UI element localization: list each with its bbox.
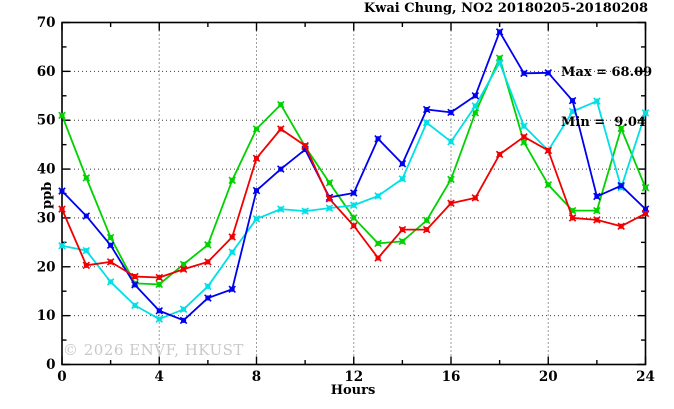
max-min-legend: Max = 68.09 Min = 9.04 — [561, 32, 652, 164]
x-tick-label: 20 — [539, 369, 558, 385]
max-value-label: Max = 68.09 — [561, 65, 653, 80]
chart-title: Kwai Chung, NO2 20180205-20180208 — [363, 1, 648, 16]
min-value-label: Min = 9.04 — [561, 114, 646, 130]
x-tick-label: 4 — [155, 369, 164, 385]
watermark: © 2026 ENVF, HKUST — [63, 341, 244, 359]
cyan-series-markers — [58, 58, 650, 323]
x-tick-label: 0 — [57, 369, 66, 385]
x-tick-label: 8 — [252, 369, 261, 385]
x-tick-label: 12 — [344, 369, 363, 385]
x-tick-label: 16 — [442, 369, 461, 385]
y-tick-label: 30 — [37, 210, 56, 226]
green-series-markers — [58, 54, 650, 289]
y-tick-label: 10 — [37, 308, 56, 324]
y-tick-label: 40 — [37, 162, 56, 178]
x-axis-label: Hours — [330, 383, 376, 398]
y-tick-label: 50 — [37, 113, 56, 129]
y-tick-label: 20 — [37, 259, 56, 275]
y-tick-label: 0 — [46, 357, 55, 373]
x-tick-label: 24 — [636, 369, 655, 385]
y-tick-label: 70 — [37, 15, 56, 31]
y-axis-label: ppb — [40, 181, 55, 209]
red-series-markers — [58, 125, 650, 282]
y-tick-label: 60 — [37, 64, 56, 80]
